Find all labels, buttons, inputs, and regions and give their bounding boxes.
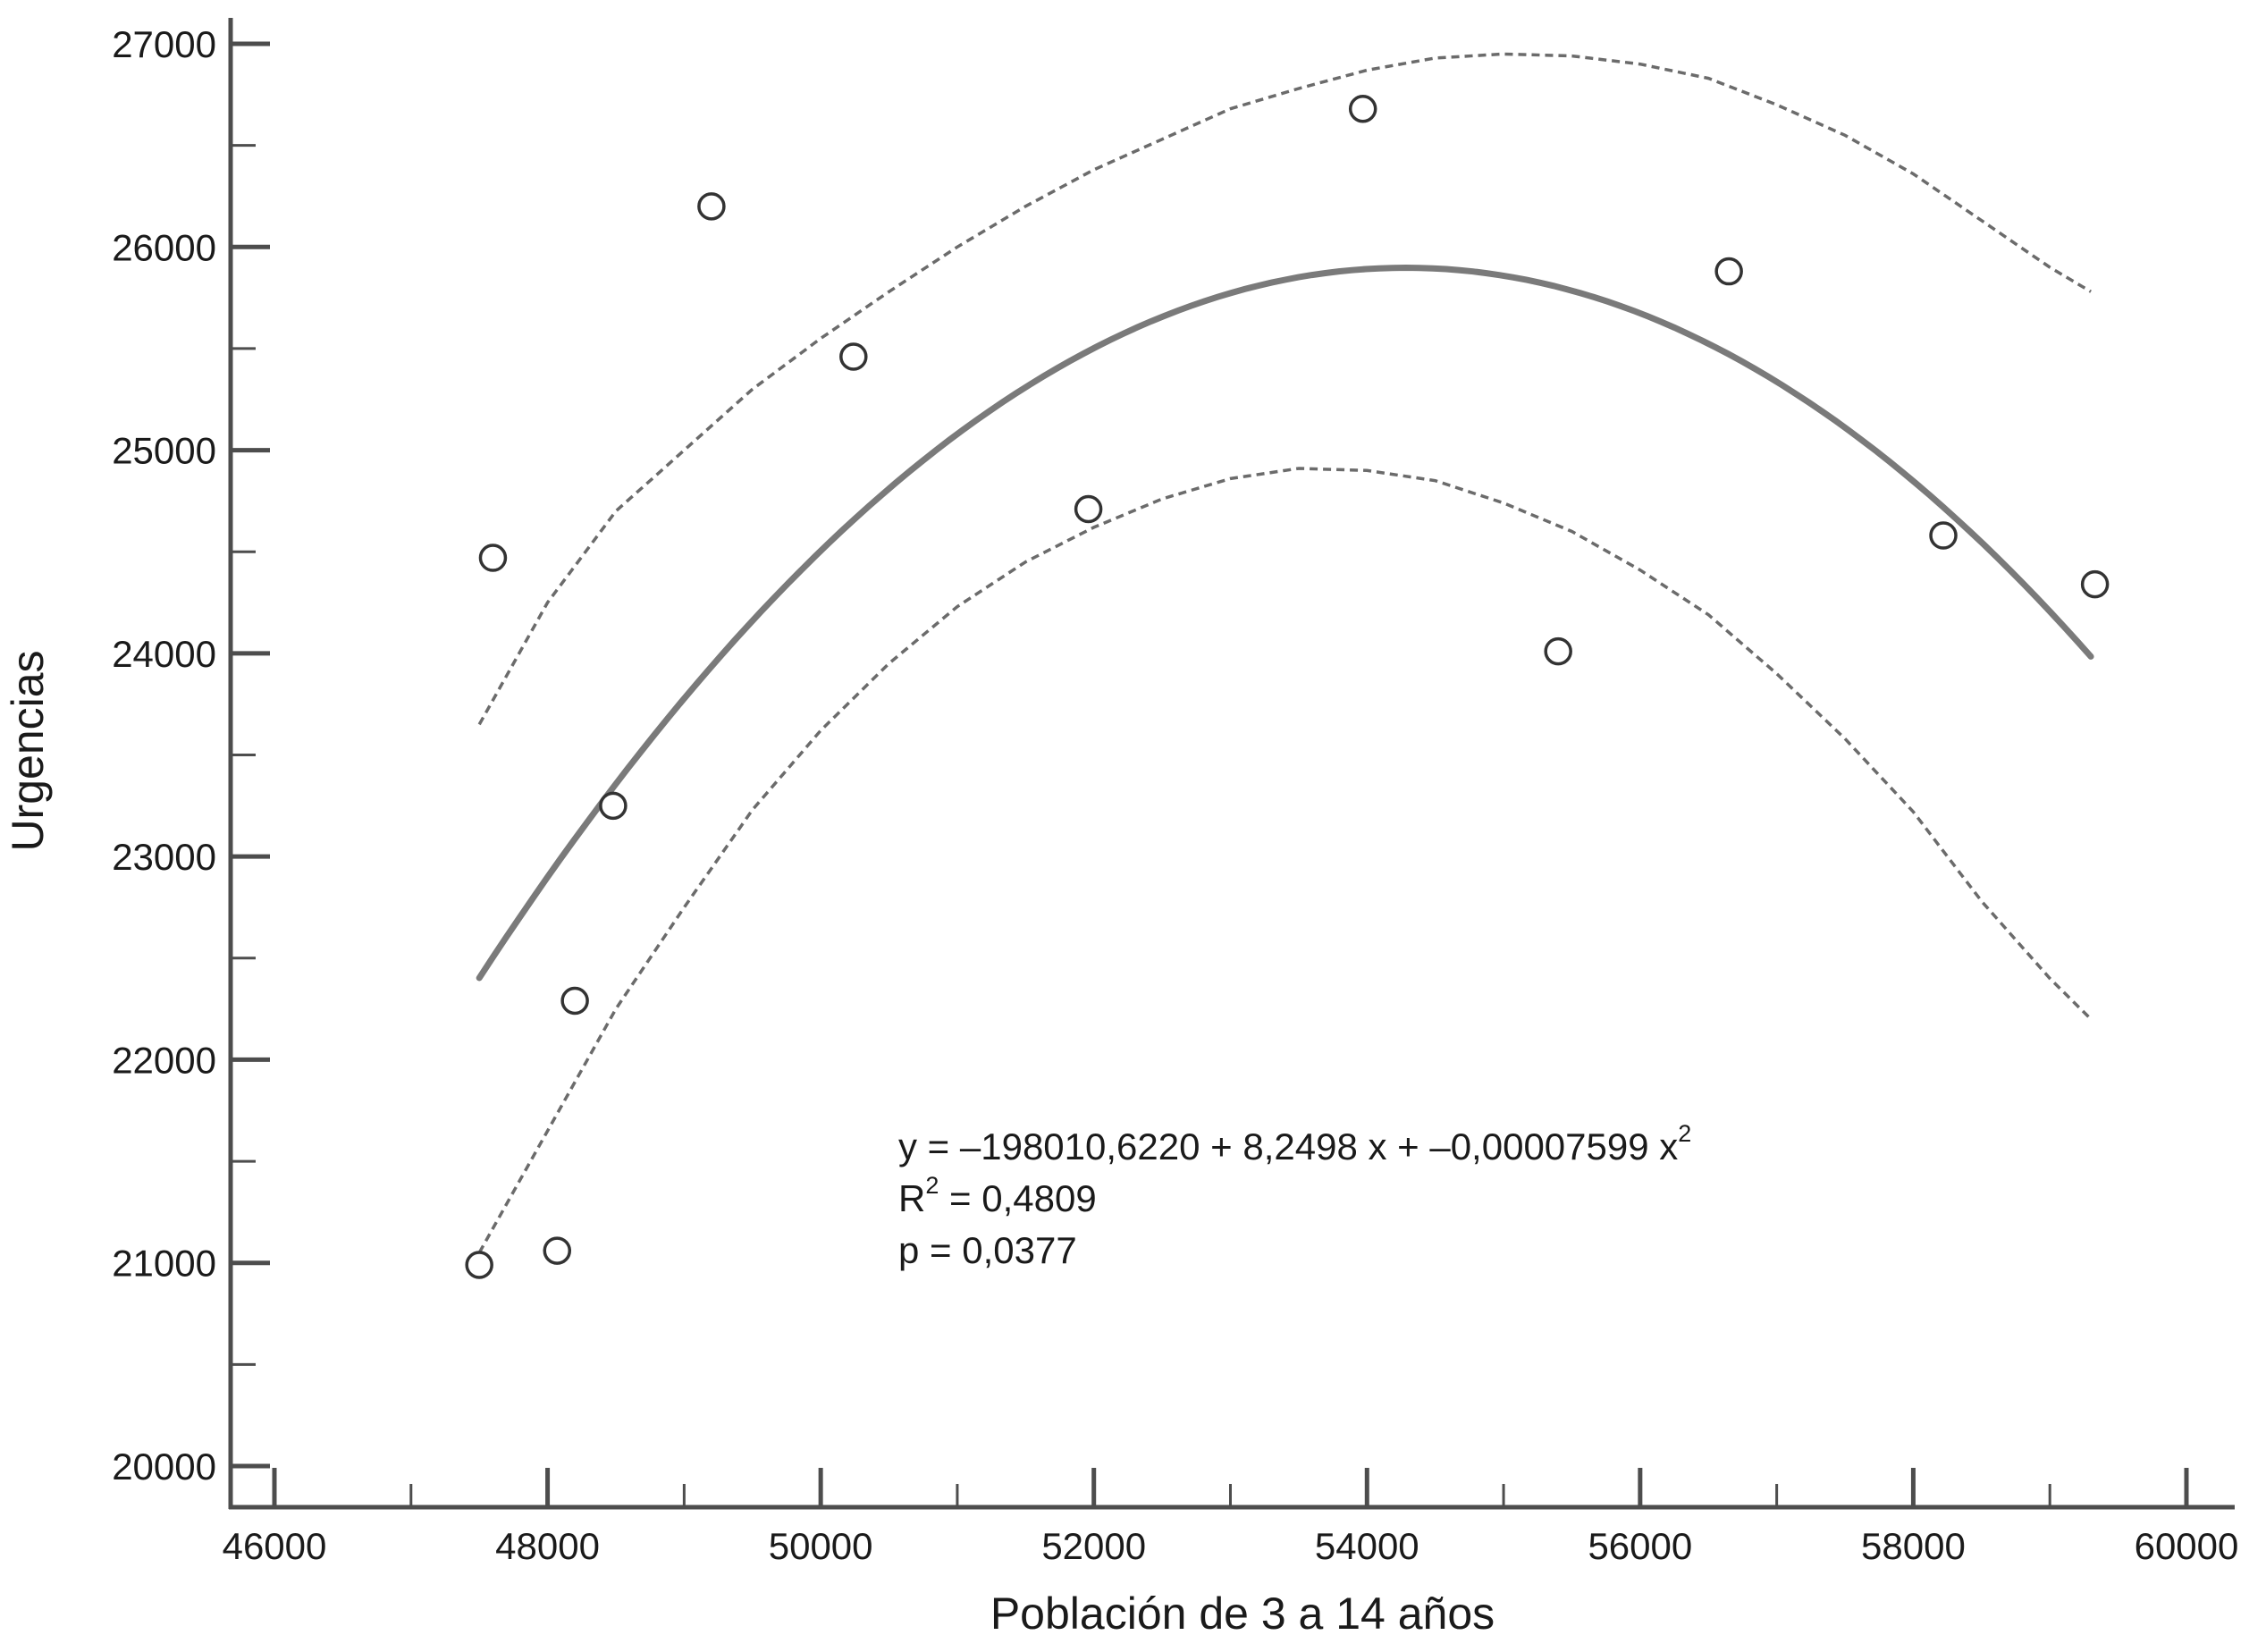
x-axis-title: Población de 3 a 14 años [990, 1589, 1495, 1639]
data-point [2080, 569, 2110, 599]
y-tick-label: 27000 [112, 23, 216, 65]
y-axis-title: Urgencias [3, 650, 53, 851]
data-point [1929, 521, 1958, 550]
data-point [1348, 94, 1377, 123]
upper-confidence-band [477, 52, 2092, 726]
y-tick-label: 26000 [112, 226, 216, 268]
regression-equation: y = –198010,6220 + 8,2498 x + –0,0000759… [898, 1120, 1691, 1167]
chart-axes: 20000 21000 22000 23000 24000 25000 26000 27000… [112, 18, 2238, 1567]
data-point [599, 791, 628, 821]
y-tick-label: 20000 [112, 1446, 216, 1488]
data-point [543, 1236, 572, 1265]
x-tick-label: 58000 [1861, 1525, 1966, 1567]
x-tick-label: 60000 [2135, 1525, 2239, 1567]
data-point [1074, 494, 1103, 524]
lower-confidence-band [477, 467, 2093, 1254]
data-point [478, 544, 508, 572]
data-point [839, 342, 868, 371]
x-tick-label: 46000 [223, 1525, 327, 1567]
data-point [465, 1251, 493, 1279]
y-tick-label: 22000 [112, 1039, 216, 1081]
x-tick-label: 56000 [1588, 1525, 1692, 1567]
y-tick-label: 25000 [112, 430, 216, 472]
data-point [697, 192, 726, 221]
x-tick-label: 50000 [769, 1525, 873, 1567]
x-tick-label: 52000 [1041, 1525, 1146, 1567]
data-point [1544, 636, 1572, 666]
y-tick-label: 24000 [112, 633, 216, 675]
y-tick-label: 21000 [112, 1243, 216, 1285]
regression-annotation: y = –198010,6220 + 8,2498 x + –0,0000759… [898, 1120, 1691, 1271]
fitted-curve [476, 264, 2094, 982]
p-value-label: p = 0,0377 [898, 1229, 1077, 1271]
x-tick-label: 54000 [1315, 1525, 1419, 1567]
r-squared-label: R2 = 0,4809 [898, 1172, 1097, 1219]
chart-marks [465, 52, 2110, 1279]
data-point [1714, 257, 1743, 286]
data-point [560, 986, 589, 1016]
x-tick-label: 48000 [495, 1525, 600, 1567]
y-tick-label: 23000 [112, 836, 216, 878]
